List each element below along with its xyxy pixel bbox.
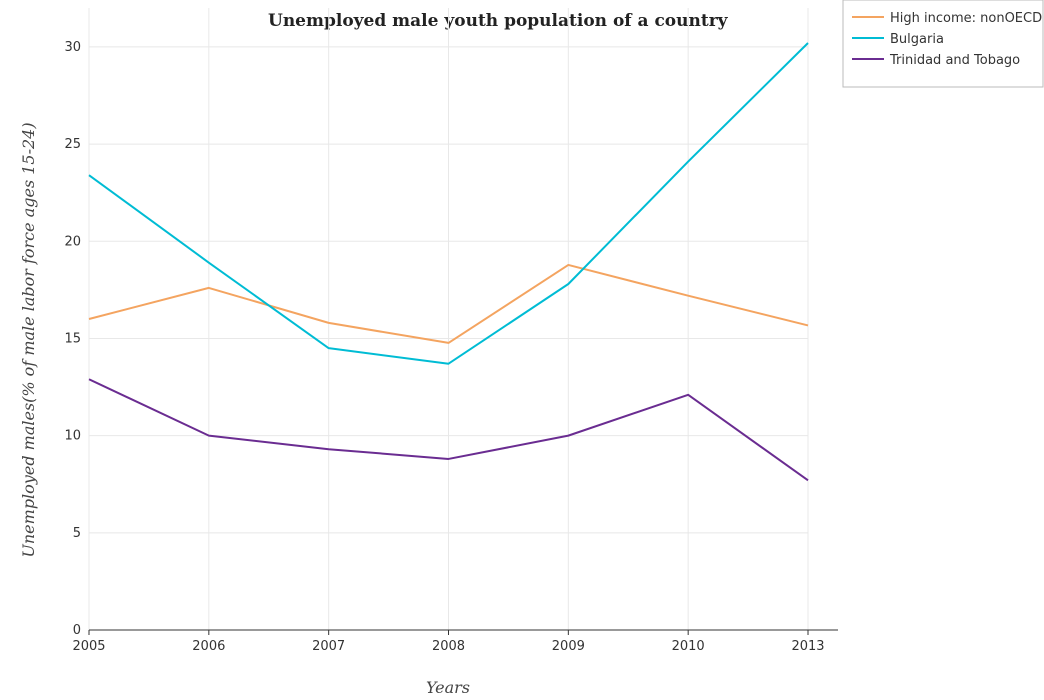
y-tick-label: 5 [73, 526, 81, 541]
x-tick-label: 2013 [791, 639, 824, 654]
legend-label-high-income-nonoecd: High income: nonOECD [890, 11, 1042, 26]
y-tick-label: 20 [64, 234, 81, 249]
series [88, 42, 809, 482]
y-tick-label: 25 [64, 137, 81, 152]
x-tick-label: 2008 [432, 639, 465, 654]
y-tick-label: 10 [64, 429, 81, 444]
y-tick-label: 30 [64, 40, 81, 55]
x-tick-label: 2005 [72, 639, 105, 654]
x-tick-label: 2010 [672, 639, 705, 654]
x-tick-label: 2006 [192, 639, 225, 654]
x-axis-title: Years [426, 678, 470, 697]
x-tick-label: 2009 [552, 639, 585, 654]
legend: High income: nonOECD Bulgaria Trinidad and… [842, 0, 1044, 88]
x-tick-label: 2007 [312, 639, 345, 654]
y-tick-label: 0 [73, 623, 81, 638]
series-line-high-income-nonoecd [88, 263, 809, 344]
legend-label-trinidad-and-tobago: Trinidad and Tobago [889, 53, 1020, 68]
axes: 0 5 10 15 20 25 30 2005 2006 2007 2008 2009 2010 2013 [64, 40, 838, 654]
gridlines [88, 8, 809, 631]
series-line-trinidad-and-tobago [88, 378, 809, 482]
y-tick-label: 15 [64, 331, 81, 346]
chart-title: Unemployed male youth population of a co… [268, 11, 729, 31]
y-axis-title: Unemployed males(% of male labor force a… [19, 122, 38, 557]
series-line-bulgaria [88, 42, 809, 365]
legend-label-bulgaria: Bulgaria [890, 32, 944, 47]
